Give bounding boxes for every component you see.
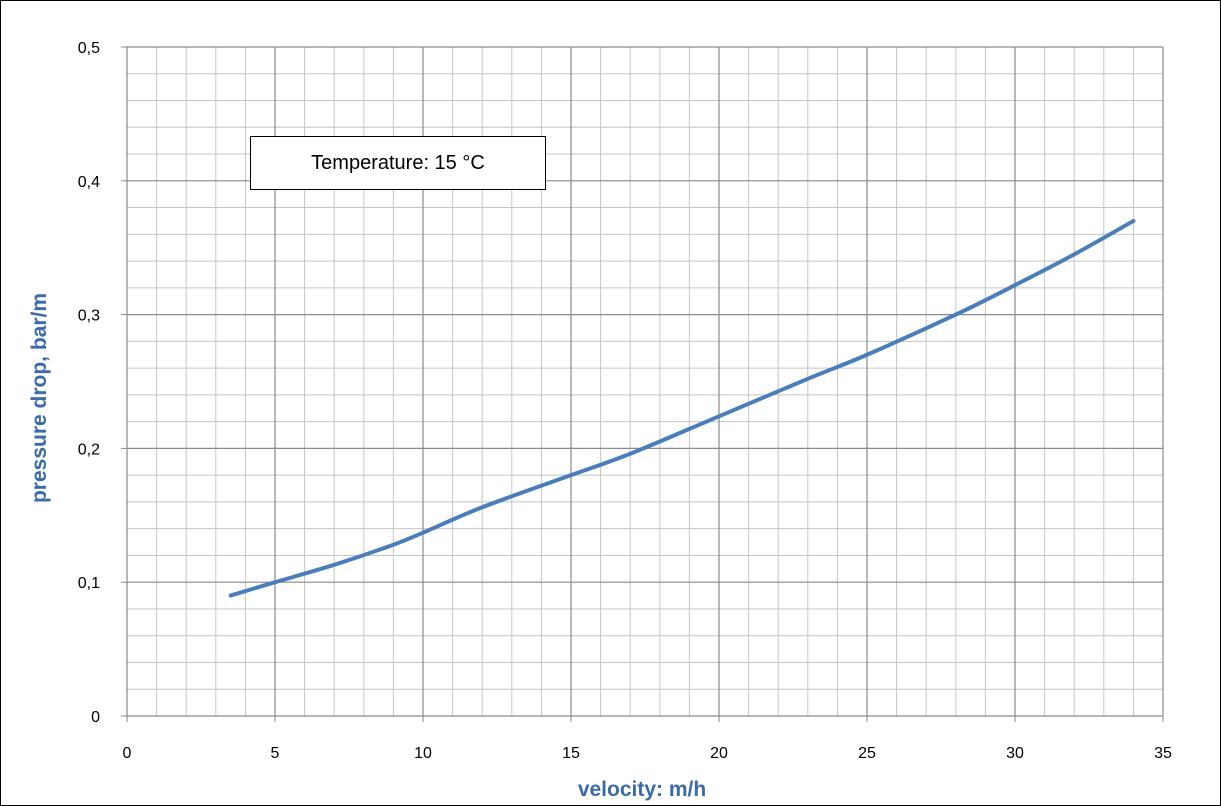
x-tick-label: 20	[710, 745, 728, 762]
x-tick-label: 15	[562, 745, 580, 762]
y-tick-label: 0	[91, 709, 100, 726]
series-layer	[228, 218, 1136, 598]
temperature-annotation: Temperature: 15 °C	[250, 136, 546, 190]
y-tick-label: 0,5	[78, 40, 100, 57]
y-tick-label: 0,2	[78, 441, 100, 458]
x-axis-title: velocity: m/h	[578, 778, 706, 801]
x-tick-label: 5	[271, 745, 280, 762]
x-tick-labels: 0 5 10 15 20 25 30 35	[123, 745, 1172, 762]
y-tick-label: 0,1	[78, 575, 100, 592]
x-tick-label: 0	[123, 745, 132, 762]
y-axis-title: pressure drop, bar/m	[28, 293, 51, 503]
y-tick-labels: 0 0,1 0,2 0,3 0,4 0,5	[78, 40, 100, 726]
y-tick-label: 0,4	[78, 174, 100, 191]
axes	[121, 46, 1164, 722]
x-tick-label: 25	[858, 745, 876, 762]
x-tick-label: 30	[1006, 745, 1024, 762]
x-tick-label: 10	[414, 745, 432, 762]
x-tick-label: 35	[1154, 745, 1172, 762]
y-tick-label: 0,3	[78, 308, 100, 325]
series-line	[228, 218, 1136, 598]
